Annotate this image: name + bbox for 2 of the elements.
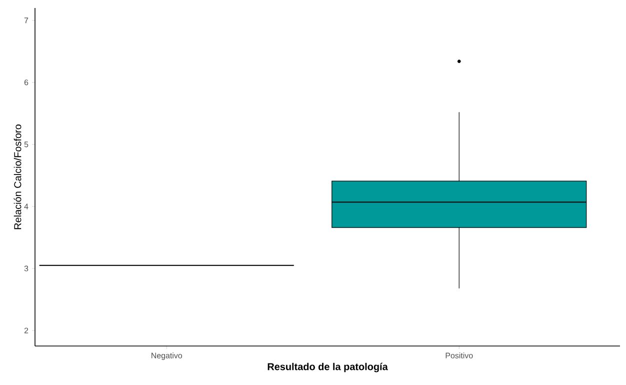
x-axis-title: Resultado de la patología: [268, 362, 388, 372]
y-axis-title: Relación Calcio/Fosforo: [14, 124, 22, 230]
